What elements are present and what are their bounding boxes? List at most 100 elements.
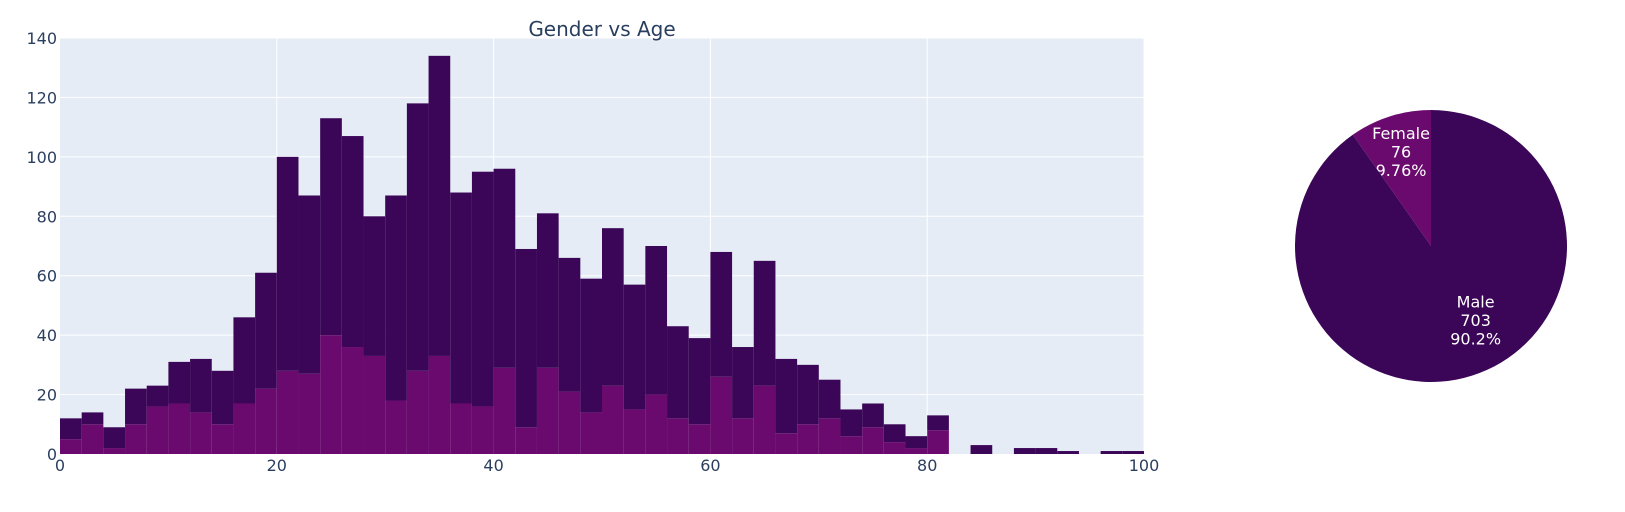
pie-label-male: 703 — [1460, 311, 1491, 330]
bar-series-1 — [190, 358, 212, 413]
bar-series-1 — [840, 409, 863, 437]
pie-label-female: Female — [1372, 124, 1430, 143]
bar-series-0 — [428, 355, 451, 454]
bar-series-0 — [775, 433, 798, 454]
bar-series-1 — [775, 358, 798, 434]
bar-series-0 — [341, 347, 364, 454]
bar-series-0 — [883, 442, 906, 454]
x-tick-label: 80 — [917, 456, 937, 475]
bar-series-1 — [81, 412, 104, 425]
y-tick-label: 140 — [26, 29, 57, 48]
bar-series-0 — [667, 418, 689, 454]
bar-series-1 — [753, 260, 776, 386]
bar-series-0 — [406, 370, 429, 454]
bar-series-1 — [623, 284, 646, 410]
bar-series-0 — [645, 394, 668, 454]
bar-series-0 — [385, 400, 407, 454]
bar-series-1 — [927, 415, 949, 431]
pie-label-female: 9.76% — [1376, 161, 1427, 180]
bar-series-0 — [125, 424, 147, 454]
bar-series-0 — [515, 427, 537, 454]
x-tick-label: 60 — [700, 456, 720, 475]
bar-series-0 — [840, 436, 863, 454]
y-tick-label: 40 — [37, 326, 57, 345]
bar-series-1 — [818, 379, 841, 419]
bar-series-1 — [450, 192, 472, 404]
bar-series-0 — [146, 406, 169, 454]
bar-series-1 — [732, 347, 754, 419]
bar-series-1 — [667, 326, 689, 419]
y-tick-label: 0 — [47, 445, 57, 464]
y-tick-label: 60 — [37, 267, 57, 286]
x-axis-ticks: 0 20 40 60 80 100 — [55, 456, 1159, 475]
pie-label-female: 76 — [1391, 142, 1411, 161]
bar-series-1 — [970, 445, 993, 454]
pie-slice-male — [1295, 110, 1568, 382]
bar-series-0 — [753, 385, 776, 454]
bar-series-0 — [623, 409, 646, 454]
bar-series-1 — [428, 55, 451, 356]
bar-series-0 — [471, 406, 494, 454]
bar-series-0 — [602, 385, 624, 454]
chart-title: Gender vs Age — [528, 17, 675, 41]
bar-series-1 — [1013, 448, 1036, 454]
bar-series-0 — [688, 424, 711, 454]
x-tick-label: 20 — [267, 456, 287, 475]
bars — [60, 55, 1144, 454]
bar-series-0 — [103, 448, 126, 454]
bar-series-1 — [580, 278, 602, 413]
pie-label-male: 90.2% — [1450, 329, 1501, 348]
bar-series-1 — [255, 272, 277, 389]
bar-series-0 — [190, 412, 212, 454]
histogram-chart: 0 20 40 60 80 100 120 140 0 20 40 60 80 100 Gender v… — [26, 17, 1159, 475]
bar-series-1 — [363, 216, 386, 356]
bar-series-1 — [602, 228, 624, 386]
bar-series-1 — [905, 436, 928, 449]
bar-series-1 — [168, 361, 191, 404]
bar-series-0 — [580, 412, 602, 454]
bar-series-1 — [233, 317, 256, 404]
bar-series-0 — [732, 418, 754, 454]
bar-series-1 — [320, 118, 342, 336]
bar-series-1 — [276, 156, 299, 371]
bar-series-0 — [81, 424, 104, 454]
bar-series-0 — [276, 370, 299, 454]
bar-series-1 — [536, 213, 559, 368]
bar-series-1 — [471, 171, 494, 407]
y-axis-ticks: 0 20 40 60 80 100 120 140 — [26, 29, 57, 464]
bar-series-0 — [905, 448, 928, 454]
bar-series-1 — [515, 248, 537, 428]
y-tick-label: 120 — [26, 88, 57, 107]
y-tick-label: 80 — [37, 207, 57, 226]
bar-series-1 — [60, 418, 82, 440]
bar-series-1 — [710, 251, 733, 377]
bar-series-0 — [558, 391, 581, 454]
bar-series-0 — [818, 418, 841, 454]
pie-slice-female — [1352, 110, 1431, 246]
x-tick-label: 40 — [483, 456, 503, 475]
bar-series-1 — [883, 424, 906, 443]
bar-series-0 — [493, 367, 516, 454]
bar-series-0 — [320, 335, 342, 454]
bar-series-1 — [493, 168, 516, 368]
bar-series-0 — [255, 388, 277, 454]
bar-series-0 — [862, 427, 884, 454]
x-tick-label: 100 — [1129, 456, 1160, 475]
bar-series-1 — [125, 388, 147, 425]
bar-series-1 — [1035, 448, 1058, 454]
x-tick-label: 0 — [55, 456, 65, 475]
bar-series-1 — [1057, 451, 1079, 454]
bar-series-1 — [558, 257, 581, 392]
bar-series-1 — [862, 403, 884, 428]
bar-series-1 — [688, 338, 711, 425]
bar-series-1 — [211, 370, 234, 425]
y-tick-label: 100 — [26, 148, 57, 167]
bar-series-1 — [385, 195, 407, 401]
bar-series-0 — [710, 376, 733, 454]
bar-series-0 — [927, 430, 949, 454]
bar-series-1 — [341, 136, 364, 348]
bar-series-1 — [146, 385, 169, 407]
bar-series-1 — [1122, 451, 1144, 454]
